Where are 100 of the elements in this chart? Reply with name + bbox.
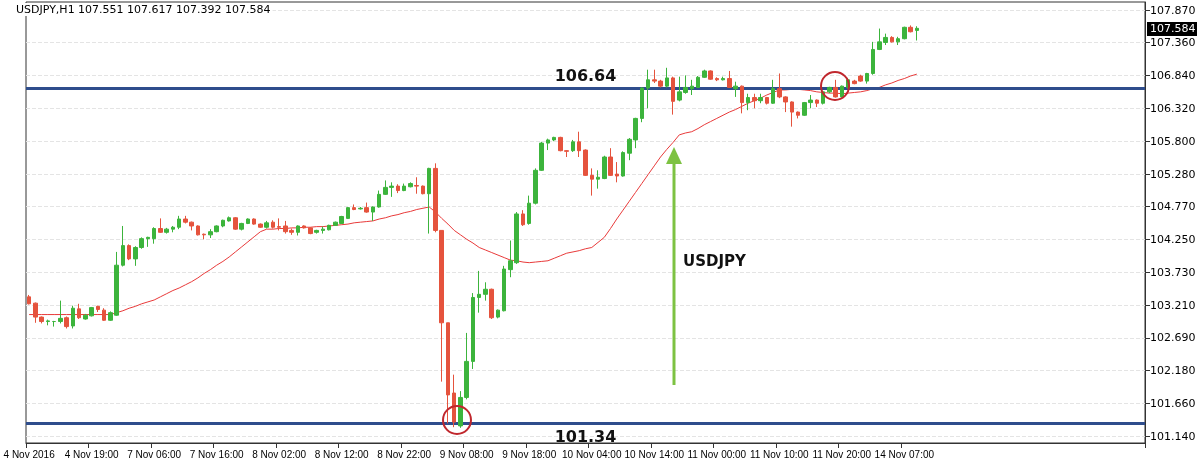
candlestick — [902, 26, 907, 40]
candlestick — [696, 75, 700, 89]
candlestick — [671, 76, 675, 116]
candlestick — [71, 305, 75, 329]
candlestick — [146, 236, 150, 248]
ref-line-label: 101.34 — [554, 426, 617, 446]
candlestick — [908, 24, 913, 33]
x-tick-label: 7 Nov 16:00 — [189, 448, 245, 460]
candlestick — [552, 136, 556, 142]
x-tick-label: 14 Nov 07:00 — [874, 448, 935, 460]
candlestick — [771, 79, 775, 105]
candlestick — [583, 148, 588, 177]
x-tick-label: 11 Nov 00:00 — [687, 448, 747, 460]
candlestick — [796, 110, 800, 119]
candlestick — [152, 226, 156, 245]
y-tick-label: 107.360 — [1150, 35, 1196, 49]
x-tick-label: 11 Nov 20:00 — [812, 448, 872, 460]
candlestick — [896, 36, 900, 46]
candlestick — [421, 184, 425, 195]
candlestick — [302, 224, 306, 230]
x-tick-label: 8 Nov 12:00 — [314, 448, 370, 460]
y-tick-label: 105.280 — [1150, 167, 1196, 181]
candlestick — [239, 222, 244, 231]
candlestick — [765, 96, 769, 105]
y-tick-label: 105.800 — [1150, 134, 1196, 148]
y-tick-label: 104.250 — [1150, 232, 1196, 246]
candlestick — [471, 292, 475, 370]
candlestick — [477, 270, 481, 314]
candlestick — [121, 225, 125, 267]
candlestick — [264, 220, 269, 230]
candlestick — [358, 206, 363, 211]
candlestick — [571, 139, 575, 153]
candlestick — [590, 167, 594, 197]
candlestick — [196, 224, 200, 236]
candlestick — [296, 224, 300, 236]
candlestick — [321, 226, 325, 235]
candlestick — [271, 219, 275, 230]
y-tick-label: 103.730 — [1150, 265, 1196, 279]
candlestick — [521, 209, 525, 227]
y-tick-label: 106.840 — [1150, 68, 1196, 82]
candlestick — [740, 85, 744, 114]
candlestick — [246, 217, 250, 225]
candlestick — [715, 76, 719, 82]
candlestick — [708, 69, 713, 81]
candlestick — [746, 93, 750, 111]
y-tick-label: 102.690 — [1150, 331, 1196, 345]
candlestick — [483, 281, 488, 302]
chart-title: USDJPY,H1 107.551 107.617 107.392 107.584 — [16, 3, 271, 16]
candlestick — [252, 217, 256, 226]
candlestick — [27, 294, 31, 305]
x-tick-label: 4 Nov 2016 — [3, 448, 56, 460]
candlestick — [915, 25, 919, 41]
candlestick — [752, 93, 757, 109]
candlestick — [371, 205, 375, 222]
candlestick — [608, 147, 613, 177]
x-tick-label: 9 Nov 08:00 — [439, 448, 495, 460]
x-tick-label: 10 Nov 14:00 — [624, 448, 685, 460]
candlestick — [702, 69, 707, 79]
candlestick — [577, 131, 581, 158]
candlestick — [346, 206, 350, 220]
candlestick — [364, 202, 369, 214]
candlestick — [827, 86, 832, 94]
candlestick — [615, 161, 619, 183]
candlestick — [690, 79, 694, 96]
y-tick-label: 101.140 — [1150, 429, 1196, 443]
candlestick — [815, 98, 819, 108]
x-tick-label: 10 Nov 04:00 — [562, 448, 622, 460]
candlestick — [721, 76, 725, 81]
candlestick — [64, 315, 69, 329]
x-tick-label: 9 Nov 18:00 — [502, 448, 557, 460]
text: 107.584 — [1150, 22, 1196, 35]
candlestick — [833, 79, 838, 99]
candlestick — [546, 138, 550, 151]
candlestick — [446, 322, 450, 424]
candlestick — [871, 41, 875, 76]
candlestick — [452, 374, 456, 428]
y-tick-label: 102.180 — [1150, 363, 1196, 377]
candlestick — [790, 100, 794, 128]
candlestick — [171, 225, 175, 233]
candlestick — [96, 305, 100, 313]
candlestick — [227, 215, 231, 223]
candlestick — [258, 222, 263, 229]
candlestick — [758, 93, 763, 104]
candlestick — [221, 219, 225, 228]
candlestick — [489, 288, 494, 320]
candlestick — [408, 181, 413, 188]
candlestick — [158, 217, 163, 234]
candlestick — [646, 69, 650, 109]
x-tick-label: 4 Nov 19:00 — [64, 448, 120, 460]
annotation: USDJPY — [683, 251, 748, 270]
x-tick-label: 11 Nov 10:00 — [749, 448, 810, 460]
candlestick — [102, 307, 106, 322]
x-tick-label: 8 Nov 22:00 — [377, 448, 432, 460]
candlestick — [352, 203, 356, 211]
candlestick — [202, 233, 206, 240]
candlestick — [377, 190, 381, 209]
candlestick — [314, 229, 319, 235]
candlestick — [414, 176, 419, 195]
ref-line-label: 106.64 — [554, 65, 617, 85]
candlestick — [665, 67, 669, 88]
